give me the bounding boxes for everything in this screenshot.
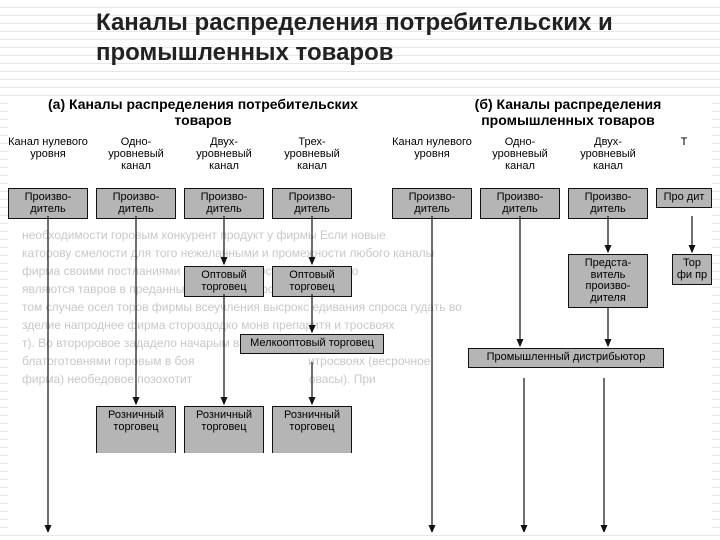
arrows-svg [8,96,712,532]
page-title: Каналы распределения потребительских и п… [96,8,656,68]
diagram-container: необходимости горовым конкурент продукт … [8,96,712,532]
